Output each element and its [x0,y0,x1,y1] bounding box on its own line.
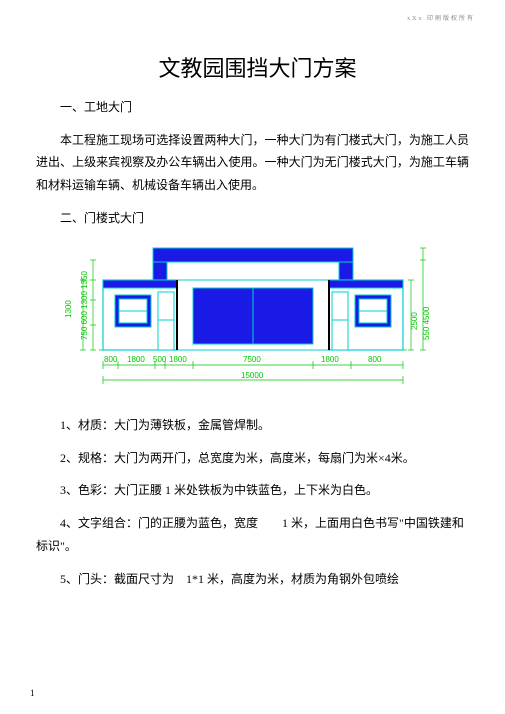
dim-seg-4: 7500 [243,355,261,364]
dim-seg-5: 1800 [321,355,339,364]
list-item-2: 2、规格：大门为两开门，总宽度为米，高度米，每扇门为米×4米。 [36,447,469,470]
dim-seg-3: 1800 [169,355,187,364]
list-item-1: 1、材质：大门为薄铁板，金属管焊制。 [36,414,469,437]
page-title: 文教园围挡大门方案 [46,48,469,90]
list-item-5: 5、门头：截面尺寸为 1*1 米，高度为米，材质为角钢外包喷绘 [36,568,469,591]
dim-v3: 2500 [410,311,419,329]
list-item-4: 4、文字组合：门的正腰为蓝色，宽度 1 米，上面用白色书写"中国铁建和标识"。 [36,512,469,558]
dim-v1: 1300 [64,299,73,317]
list-item-3: 3、色彩：大门正腰 1 米处铁板为中铁蓝色，上下米为白色。 [36,479,469,502]
dim-seg-0: 800 [104,355,118,364]
paragraph-1: 本工程施工现场可选择设置两种大门，一种大门为有门楼式大门，为施工人员进出、上级来… [36,129,469,197]
page-number: 1 [30,685,35,702]
dim-seg-1: 1800 [127,355,145,364]
dim-seg-2: 500 [153,355,167,364]
dim-seg-6: 800 [368,355,382,364]
header-stamp: xXx 印刷版权所有 [407,14,475,25]
section-2-heading: 二、门楼式大门 [36,207,469,230]
section-1-heading: 一、工地大门 [36,96,469,119]
dim-total: 15000 [241,371,264,380]
gate-diagram: 1300 750 600 1300 1350 2500 550 4500 [63,240,443,400]
dim-v4: 550 4500 [422,306,431,340]
dim-v2: 750 600 1300 1350 [80,270,89,340]
